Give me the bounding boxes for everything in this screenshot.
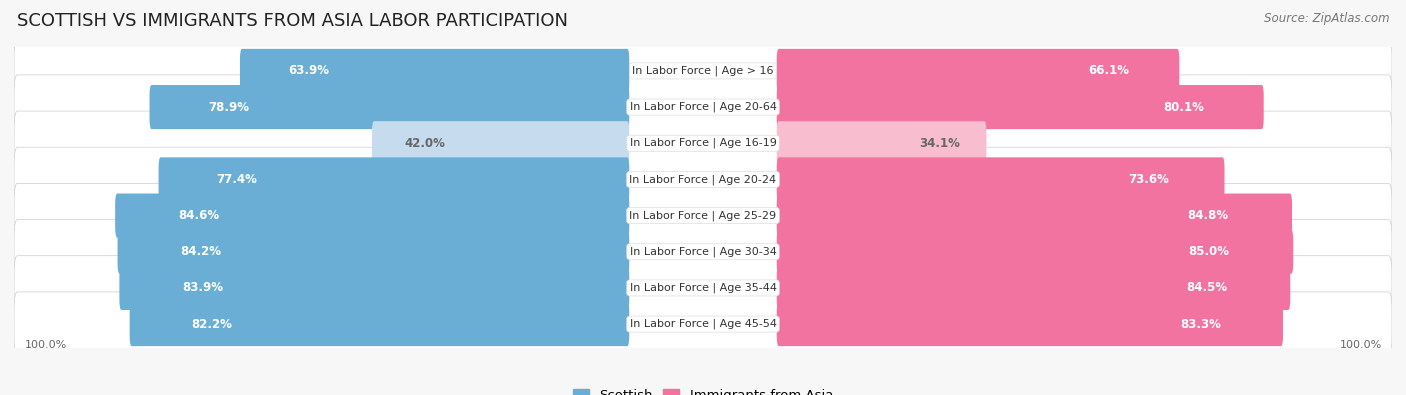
Text: In Labor Force | Age 35-44: In Labor Force | Age 35-44	[630, 283, 776, 293]
FancyBboxPatch shape	[776, 121, 987, 166]
Text: In Labor Force | Age 25-29: In Labor Force | Age 25-29	[630, 210, 776, 221]
FancyBboxPatch shape	[14, 75, 1392, 139]
FancyBboxPatch shape	[14, 183, 1392, 248]
Text: SCOTTISH VS IMMIGRANTS FROM ASIA LABOR PARTICIPATION: SCOTTISH VS IMMIGRANTS FROM ASIA LABOR P…	[17, 12, 568, 30]
Text: 80.1%: 80.1%	[1163, 101, 1204, 114]
Text: 63.9%: 63.9%	[288, 64, 329, 77]
Text: In Labor Force | Age 20-64: In Labor Force | Age 20-64	[630, 102, 776, 112]
Text: 78.9%: 78.9%	[208, 101, 250, 114]
Legend: Scottish, Immigrants from Asia: Scottish, Immigrants from Asia	[568, 384, 838, 395]
Text: 73.6%: 73.6%	[1129, 173, 1170, 186]
Text: 77.4%: 77.4%	[217, 173, 257, 186]
FancyBboxPatch shape	[776, 49, 1180, 93]
Text: 100.0%: 100.0%	[24, 340, 66, 350]
FancyBboxPatch shape	[149, 85, 630, 129]
FancyBboxPatch shape	[14, 111, 1392, 175]
FancyBboxPatch shape	[776, 194, 1292, 238]
Text: 42.0%: 42.0%	[405, 137, 446, 150]
Text: In Labor Force | Age > 16: In Labor Force | Age > 16	[633, 66, 773, 76]
FancyBboxPatch shape	[373, 121, 630, 166]
Text: 100.0%: 100.0%	[1340, 340, 1382, 350]
FancyBboxPatch shape	[129, 302, 630, 346]
Text: 84.2%: 84.2%	[180, 245, 222, 258]
Text: 84.5%: 84.5%	[1185, 281, 1227, 294]
Text: 83.3%: 83.3%	[1180, 318, 1220, 331]
FancyBboxPatch shape	[776, 157, 1225, 201]
FancyBboxPatch shape	[115, 194, 630, 238]
Text: 83.9%: 83.9%	[183, 281, 224, 294]
Text: 66.1%: 66.1%	[1088, 64, 1129, 77]
FancyBboxPatch shape	[14, 256, 1392, 320]
FancyBboxPatch shape	[776, 85, 1264, 129]
FancyBboxPatch shape	[14, 220, 1392, 284]
Text: 82.2%: 82.2%	[191, 318, 232, 331]
FancyBboxPatch shape	[118, 229, 630, 274]
Text: In Labor Force | Age 45-54: In Labor Force | Age 45-54	[630, 319, 776, 329]
Text: 84.6%: 84.6%	[179, 209, 219, 222]
FancyBboxPatch shape	[14, 147, 1392, 212]
FancyBboxPatch shape	[776, 302, 1284, 346]
Text: Source: ZipAtlas.com: Source: ZipAtlas.com	[1264, 12, 1389, 25]
FancyBboxPatch shape	[776, 229, 1294, 274]
Text: In Labor Force | Age 20-24: In Labor Force | Age 20-24	[630, 174, 776, 185]
FancyBboxPatch shape	[120, 266, 630, 310]
FancyBboxPatch shape	[14, 39, 1392, 103]
FancyBboxPatch shape	[776, 266, 1291, 310]
Text: 34.1%: 34.1%	[918, 137, 960, 150]
Text: 85.0%: 85.0%	[1188, 245, 1230, 258]
FancyBboxPatch shape	[159, 157, 630, 201]
Text: 84.8%: 84.8%	[1188, 209, 1229, 222]
FancyBboxPatch shape	[14, 292, 1392, 356]
Text: In Labor Force | Age 16-19: In Labor Force | Age 16-19	[630, 138, 776, 149]
Text: In Labor Force | Age 30-34: In Labor Force | Age 30-34	[630, 246, 776, 257]
FancyBboxPatch shape	[240, 49, 630, 93]
